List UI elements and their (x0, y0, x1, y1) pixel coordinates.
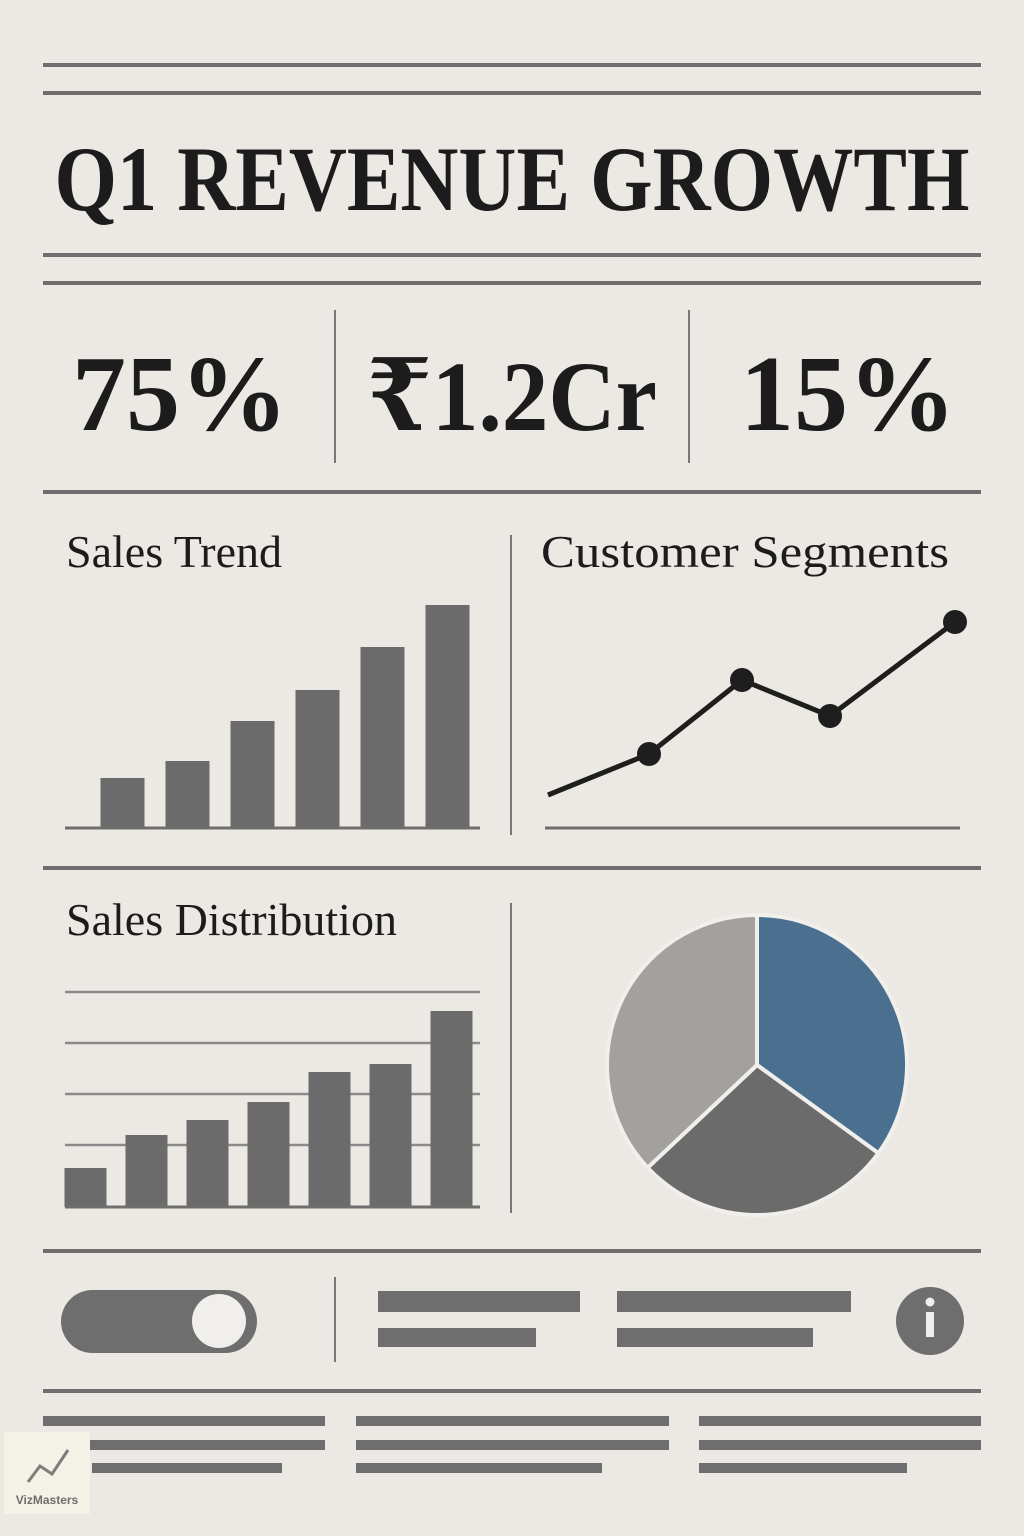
point (730, 668, 754, 692)
toggle-knob (192, 1294, 246, 1348)
bar (369, 1064, 412, 1207)
pie-slice (755, 912, 909, 1156)
point (943, 610, 967, 634)
kpi-value: ₹1.2Cr (367, 341, 657, 452)
kpi-value: 75% (72, 335, 288, 454)
bar (247, 1102, 290, 1207)
point (637, 742, 661, 766)
bar (360, 647, 405, 828)
watermark-text: VizMasters (16, 1493, 79, 1507)
bar (295, 690, 340, 828)
point (818, 704, 842, 728)
bar (165, 761, 210, 828)
chart-title: Sales Trend (66, 526, 282, 577)
controls (43, 1287, 981, 1473)
rules (43, 63, 981, 1393)
bar (430, 1011, 473, 1207)
bar (425, 605, 470, 828)
pie-slice (644, 1062, 882, 1217)
pie-slice (605, 912, 759, 1171)
kpi-value: 15% (740, 335, 956, 454)
bar (64, 1168, 107, 1207)
chart-title: Customer Segments (541, 526, 949, 577)
watermark: VizMasters (4, 1432, 90, 1514)
bar (308, 1072, 351, 1207)
bar (100, 778, 145, 828)
page-title: Q1 REVENUE GROWTH (55, 128, 970, 230)
bar (186, 1120, 229, 1207)
bar (125, 1135, 168, 1207)
bar (230, 721, 275, 828)
chart-title: Sales Distribution (66, 894, 397, 945)
